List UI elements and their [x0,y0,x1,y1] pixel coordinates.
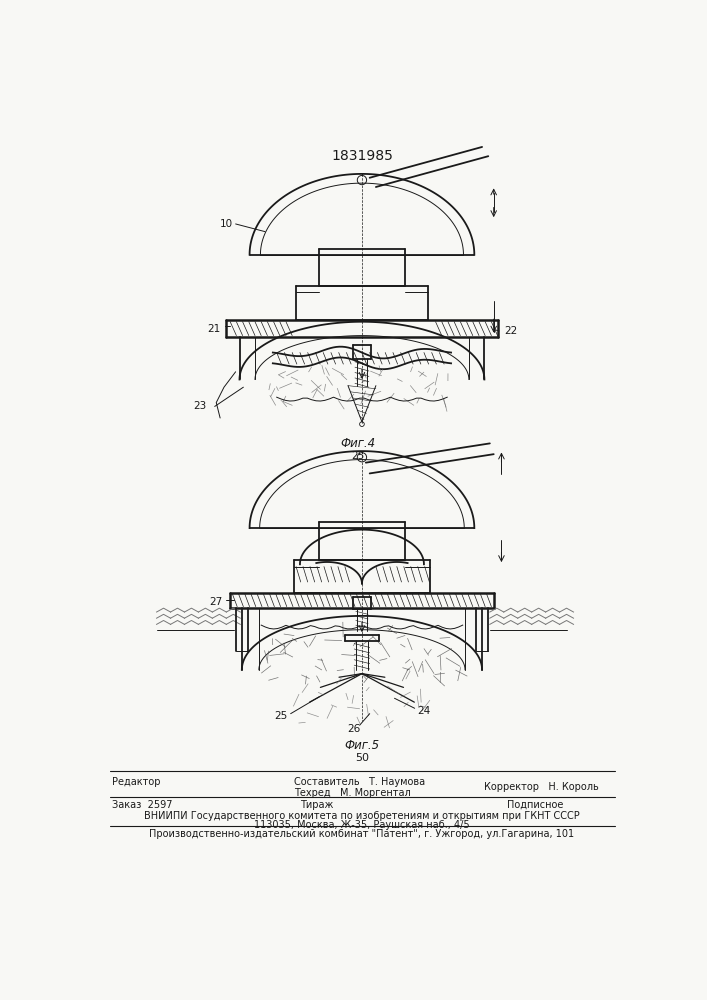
Text: Тираж: Тираж [300,800,334,810]
Text: Подписное: Подписное [507,800,563,810]
Text: Корректор   Н. Король: Корректор Н. Король [484,782,598,792]
Text: 24: 24 [417,706,431,716]
Text: 10: 10 [220,219,233,229]
Text: Техред   М. Моргентал: Техред М. Моргентал [293,788,411,798]
Text: ВНИИПИ Государственного комитета по изобретениям и открытиям при ГКНТ СССР: ВНИИПИ Государственного комитета по изоб… [144,811,580,821]
Text: 26: 26 [348,724,361,734]
Text: 25: 25 [351,451,365,461]
Text: 113035, Москва, Ж-35, Раушская наб., 4/5: 113035, Москва, Ж-35, Раушская наб., 4/5 [254,820,469,830]
Text: Фиг.5: Фиг.5 [344,739,380,752]
Text: 50: 50 [355,753,369,763]
Text: Редактор: Редактор [112,777,160,787]
Text: 25: 25 [274,711,287,721]
Text: Фиг.4: Фиг.4 [341,437,375,450]
Text: 1831985: 1831985 [331,149,393,163]
Text: 27: 27 [209,597,223,607]
Text: 21: 21 [207,324,220,334]
Text: Заказ  2597: Заказ 2597 [112,800,172,810]
Text: Производственно-издательский комбинат "Патент", г. Ужгород, ул.Гагарина, 101: Производственно-издательский комбинат "П… [149,829,575,839]
Text: 23: 23 [194,401,207,411]
Text: Составитель   Т. Наумова: Составитель Т. Наумова [293,777,425,787]
Text: 22: 22 [504,326,517,336]
